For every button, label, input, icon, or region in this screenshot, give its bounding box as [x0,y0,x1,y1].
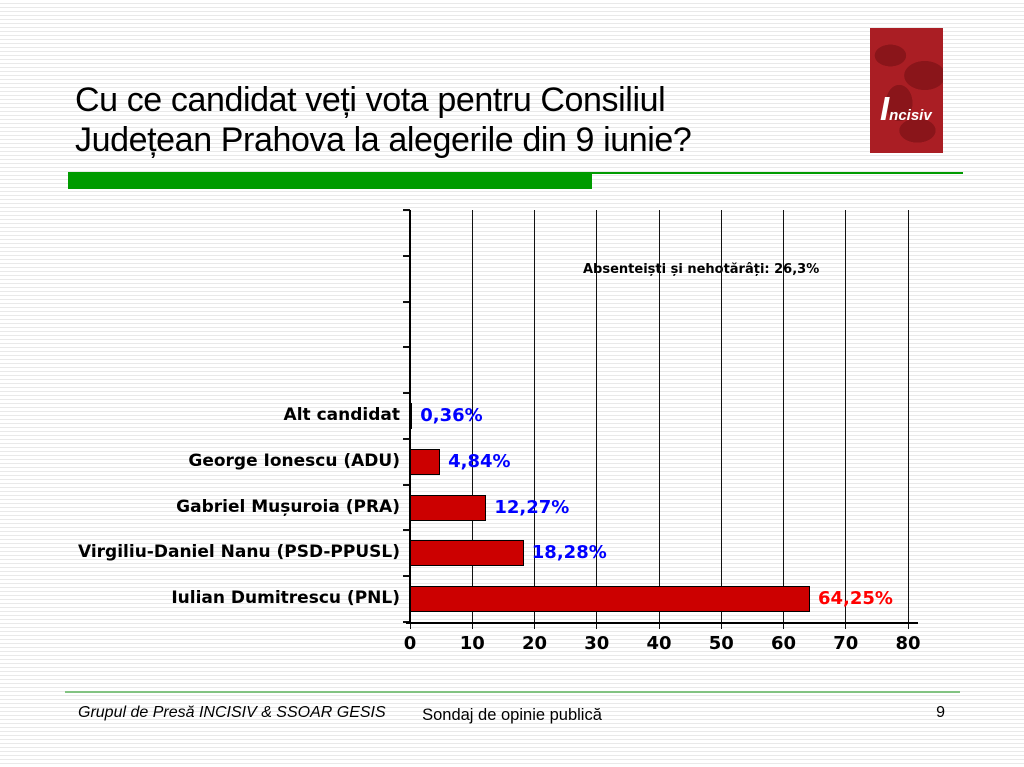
footer-subtitle: Sondaj de opinie publică [422,706,602,724]
x-tick-label: 30 [584,633,610,654]
y-axis-tick [403,483,410,486]
x-tick-label: 10 [459,633,485,654]
gridline [596,210,598,622]
y-axis-tick [403,346,410,349]
gridline [471,210,473,622]
slide-title-line2: Județean Prahova la alegerile din 9 iuni… [75,121,692,159]
y-axis-tick [403,300,410,303]
chart-bar [410,448,441,475]
gridline [534,210,535,622]
category-label: Alt candidat [283,405,400,425]
y-axis-tick [403,209,410,211]
gridline [783,210,784,622]
annotation: Absenteiști și nehotărâți: 26,3% [583,262,820,277]
footer-divider-line [65,691,960,693]
x-axis-tick [471,622,473,629]
y-axis-tick [403,392,410,395]
value-label: 4,84% [448,450,511,472]
category-label: Iulian Dumitrescu (PNL) [171,588,400,609]
title-underline-thin [68,172,963,174]
x-axis-tick [658,622,660,629]
incisiv-logo: Incisiv [870,28,943,153]
title-underline-bar [68,174,592,189]
y-axis-tick [403,575,410,578]
x-axis-tick [720,622,722,629]
incisiv-logo-text: Incisiv [880,90,932,128]
gridline [907,210,909,622]
x-axis-tick [409,622,411,629]
x-axis-tick [596,622,598,629]
x-axis-tick [534,622,535,629]
x-axis-tick [907,622,909,629]
x-tick-label: 0 [403,633,417,654]
x-axis-tick [845,622,847,629]
gridline [658,210,660,622]
y-axis-tick [403,254,410,257]
x-tick-label: 20 [521,633,548,654]
logo-initial: I [880,90,890,127]
page-number: 9 [936,704,945,721]
chart-bar [410,540,524,567]
value-label: 0,36% [420,405,483,426]
value-label: 12,27% [494,496,570,518]
y-axis-tick [403,529,410,532]
chart-bar [410,403,413,429]
gridline [720,210,722,622]
footer-credit: Grupul de Presă INCISIV & SSOAR GESIS [78,704,386,721]
x-axis [406,622,918,624]
x-tick-label: 50 [708,633,734,654]
category-label: Gabriel Mușuroia (PRA) [176,496,400,517]
x-tick-label: 40 [646,633,672,654]
x-tick-label: 70 [833,633,859,654]
x-tick-label: 80 [895,633,921,654]
logo-rest: ncisiv [889,107,932,124]
slide-title-line1: Cu ce candidat veți vota pentru Consiliu… [75,81,666,119]
value-label: 18,28% [531,542,607,564]
y-axis-tick [403,437,410,440]
slide-title: Cu ce candidat veți vota pentru Consiliu… [75,80,875,160]
category-label: George Ionescu (ADU) [188,450,400,471]
chart-bar [410,494,487,521]
x-tick-label: 60 [770,633,797,654]
x-axis-tick [783,622,784,629]
chart-bar [410,586,810,613]
category-label: Virgiliu-Daniel Nanu (PSD-PPUSL) [77,542,400,563]
value-label: 64,25% [817,588,893,610]
gridline [845,210,847,622]
